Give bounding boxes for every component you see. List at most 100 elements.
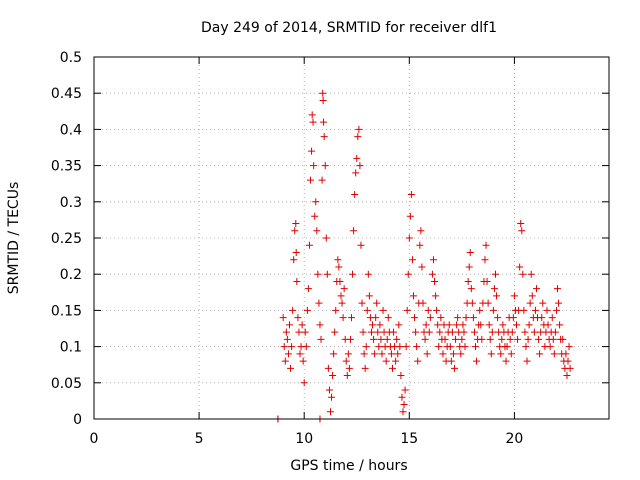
data-point bbox=[361, 364, 369, 372]
data-point bbox=[376, 321, 384, 329]
grid-lines bbox=[94, 57, 609, 419]
data-point bbox=[418, 263, 426, 271]
data-point bbox=[532, 285, 540, 293]
data-point bbox=[432, 292, 440, 300]
data-point bbox=[356, 162, 364, 170]
data-point bbox=[514, 335, 522, 343]
data-point bbox=[556, 321, 564, 329]
data-point bbox=[292, 248, 300, 256]
data-point bbox=[402, 343, 410, 351]
data-point bbox=[555, 299, 563, 307]
data-point bbox=[329, 372, 337, 380]
data-point bbox=[326, 408, 334, 416]
data-point bbox=[493, 292, 501, 300]
data-point bbox=[398, 393, 406, 401]
data-point bbox=[283, 335, 291, 343]
data-point bbox=[324, 364, 332, 372]
data-point bbox=[476, 306, 484, 314]
data-point bbox=[466, 248, 474, 256]
data-point bbox=[408, 256, 416, 264]
data-point bbox=[565, 343, 573, 351]
data-point bbox=[404, 270, 412, 278]
data-point bbox=[517, 220, 525, 228]
data-point bbox=[280, 343, 288, 351]
y-tick-label: 0.5 bbox=[60, 50, 82, 66]
y-tick-label: 0.3 bbox=[60, 195, 82, 211]
data-point bbox=[451, 364, 458, 372]
data-point bbox=[502, 357, 510, 365]
data-point bbox=[339, 314, 347, 322]
data-point bbox=[308, 147, 316, 155]
data-point bbox=[477, 321, 485, 329]
data-point bbox=[340, 285, 348, 293]
data-point bbox=[470, 328, 478, 336]
data-point bbox=[538, 314, 546, 322]
y-tick-label: 0.4 bbox=[60, 122, 82, 138]
data-point bbox=[516, 263, 524, 271]
data-points bbox=[274, 89, 574, 423]
data-point bbox=[351, 191, 359, 199]
data-point bbox=[294, 314, 302, 322]
data-point bbox=[457, 350, 465, 358]
data-point bbox=[301, 328, 309, 336]
data-point bbox=[564, 357, 572, 365]
data-point bbox=[403, 306, 411, 314]
data-point bbox=[332, 306, 340, 314]
data-point bbox=[436, 328, 444, 336]
data-point bbox=[352, 169, 360, 177]
data-point bbox=[488, 328, 496, 336]
x-tick-label: 20 bbox=[505, 431, 523, 447]
data-point bbox=[518, 227, 526, 235]
data-point bbox=[358, 299, 366, 307]
data-point bbox=[439, 350, 447, 358]
data-point bbox=[279, 314, 287, 322]
data-point bbox=[469, 314, 477, 322]
data-point bbox=[377, 335, 385, 343]
data-point bbox=[316, 321, 324, 329]
data-point bbox=[454, 314, 462, 322]
data-point bbox=[310, 162, 318, 170]
data-point bbox=[453, 321, 461, 329]
data-point bbox=[535, 335, 543, 343]
data-point bbox=[562, 350, 570, 358]
data-point bbox=[413, 343, 421, 351]
data-point bbox=[290, 256, 298, 264]
data-point bbox=[525, 321, 533, 329]
data-point bbox=[362, 343, 370, 351]
data-point bbox=[543, 306, 551, 314]
data-point bbox=[320, 133, 328, 141]
data-point bbox=[494, 314, 502, 322]
data-point bbox=[296, 350, 304, 358]
data-point bbox=[449, 350, 457, 358]
data-point bbox=[390, 328, 398, 336]
data-point bbox=[498, 335, 506, 343]
data-point bbox=[548, 314, 556, 322]
data-point bbox=[313, 227, 321, 235]
data-point bbox=[307, 176, 315, 184]
data-point bbox=[554, 285, 561, 293]
data-point bbox=[292, 220, 300, 228]
data-point bbox=[373, 299, 381, 307]
data-point bbox=[336, 277, 344, 285]
data-point bbox=[344, 350, 352, 358]
data-point bbox=[458, 335, 466, 343]
data-point bbox=[465, 263, 473, 271]
data-point bbox=[396, 343, 404, 351]
data-point bbox=[331, 328, 339, 336]
data-point bbox=[551, 328, 559, 336]
data-point bbox=[370, 335, 378, 343]
data-point bbox=[425, 328, 433, 336]
data-point bbox=[528, 292, 536, 300]
data-point bbox=[550, 350, 558, 358]
y-tick-label: 0.45 bbox=[51, 86, 82, 102]
y-tick-label: 0.15 bbox=[51, 303, 82, 319]
data-point bbox=[499, 321, 507, 329]
data-point bbox=[428, 270, 436, 278]
data-point bbox=[383, 335, 391, 343]
data-point bbox=[399, 408, 407, 416]
data-point bbox=[357, 241, 365, 249]
plot-frame bbox=[93, 56, 610, 420]
data-point bbox=[288, 343, 296, 351]
data-point bbox=[387, 350, 395, 358]
data-point bbox=[417, 227, 425, 235]
